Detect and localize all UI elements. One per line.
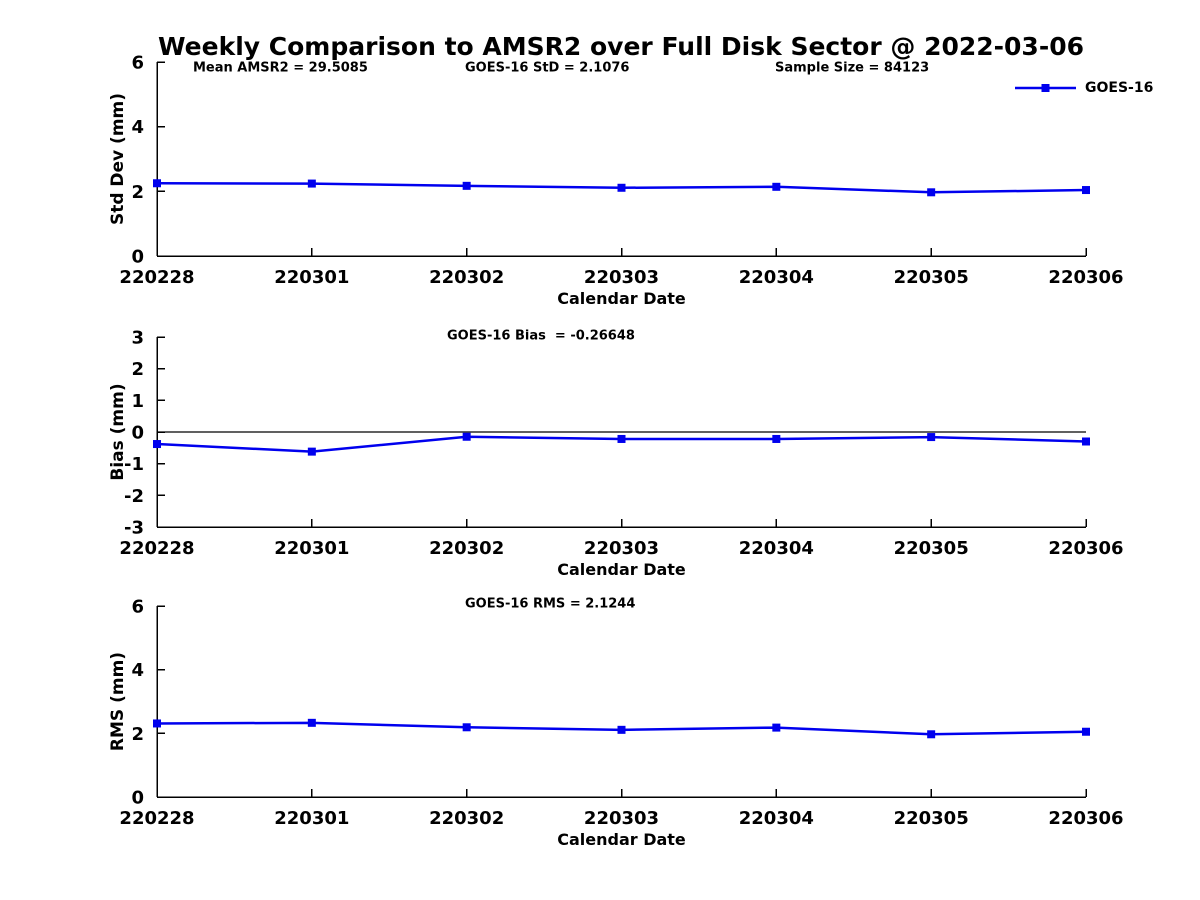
- data-point-marker: [617, 725, 626, 734]
- chart-rms: 0 2 4 6 220228 220301 220302 220303 220304 220305…: [108, 597, 1124, 850]
- x-tick-label: 220302: [429, 267, 504, 288]
- x-tick-label: 220228: [119, 808, 194, 829]
- data-point-marker: [1082, 727, 1090, 736]
- annotation: GOES-16 Bias = -0.26648: [447, 329, 635, 344]
- annotation: Sample Size = 84123: [775, 61, 929, 76]
- x-tick-label: 220302: [429, 808, 504, 829]
- x-tick-label: 220305: [894, 538, 969, 559]
- x-tick-label: 220303: [584, 267, 659, 288]
- x-tick-label: 220301: [274, 538, 349, 559]
- chart-std-dev: 0 2 4 6 220228 220301 220302 220303 220304 220305…: [108, 53, 1153, 309]
- data-point-marker: [462, 723, 471, 732]
- data-point-marker: [153, 179, 161, 188]
- y-tick-label: 2: [131, 182, 144, 203]
- annotation: GOES-16 RMS = 2.1244: [465, 597, 635, 612]
- y-tick-label: 0: [131, 247, 144, 268]
- x-tick-label: 220306: [1048, 267, 1123, 288]
- x-tick-label: 220305: [894, 267, 969, 288]
- data-point-marker: [927, 730, 936, 739]
- x-tick-label: 220228: [119, 538, 194, 559]
- figure-title: Weekly Comparison to AMSR2 over Full Dis…: [158, 32, 1084, 61]
- y-tick-label: -3: [124, 518, 144, 539]
- x-tick-label: 220302: [429, 538, 504, 559]
- data-point-marker: [153, 719, 161, 728]
- y-tick-label: -1: [124, 454, 144, 475]
- data-point-marker: [1082, 186, 1090, 195]
- y-axis-title: Bias (mm): [108, 383, 128, 480]
- x-axis-title: Calendar Date: [557, 830, 686, 849]
- y-tick-label: 2: [131, 359, 144, 380]
- data-point-marker: [462, 432, 471, 441]
- x-tick-label: 220228: [119, 267, 194, 288]
- x-tick-label: 220304: [739, 808, 814, 829]
- data-point-marker: [462, 181, 471, 190]
- y-tick-label: 0: [131, 788, 144, 809]
- data-point-marker: [153, 440, 161, 449]
- data-point-marker: [617, 434, 626, 443]
- data-point-marker: [927, 188, 936, 197]
- data-point-marker: [307, 447, 316, 456]
- x-tick-label: 220305: [894, 808, 969, 829]
- y-tick-label: 6: [131, 53, 144, 74]
- x-tick-label: 220303: [584, 538, 659, 559]
- x-tick-label: 220301: [274, 267, 349, 288]
- annotation: GOES-16 StD = 2.1076: [465, 61, 629, 76]
- annotation: Mean AMSR2 = 29.5085: [193, 61, 368, 76]
- x-tick-label: 220304: [739, 267, 814, 288]
- x-tick-label: 220301: [274, 808, 349, 829]
- y-tick-label: 2: [131, 724, 144, 745]
- y-tick-label: 1: [131, 391, 144, 412]
- y-tick-label: 4: [131, 117, 144, 138]
- y-axis-title: RMS (mm): [108, 652, 128, 751]
- data-point-marker: [1082, 437, 1090, 446]
- data-point-marker: [307, 718, 316, 727]
- y-tick-label: -2: [124, 486, 144, 507]
- y-tick-label: 6: [131, 597, 144, 618]
- y-tick-label: 0: [131, 423, 144, 444]
- data-point-marker: [617, 183, 626, 192]
- x-tick-label: 220306: [1048, 808, 1123, 829]
- data-point-marker: [927, 433, 936, 442]
- y-axis-title: Std Dev (mm): [108, 93, 128, 225]
- chart-bias: -3 -2 -1 0 1 2 3 220228 220301 220302 220303 220304…: [108, 328, 1124, 580]
- x-tick-label: 220303: [584, 808, 659, 829]
- x-axis-title: Calendar Date: [557, 560, 686, 579]
- y-tick-label: 4: [131, 660, 144, 681]
- data-point-marker: [307, 179, 316, 188]
- legend: GOES-16: [1015, 80, 1153, 96]
- y-tick-label: 3: [131, 328, 144, 349]
- legend-label: GOES-16: [1085, 80, 1153, 96]
- data-point-marker: [772, 182, 781, 191]
- data-point-marker: [772, 723, 781, 732]
- x-axis-title: Calendar Date: [557, 289, 686, 308]
- data-point-marker: [772, 434, 781, 443]
- legend-marker: [1041, 84, 1050, 92]
- x-tick-label: 220306: [1048, 538, 1123, 559]
- x-tick-label: 220304: [739, 538, 814, 559]
